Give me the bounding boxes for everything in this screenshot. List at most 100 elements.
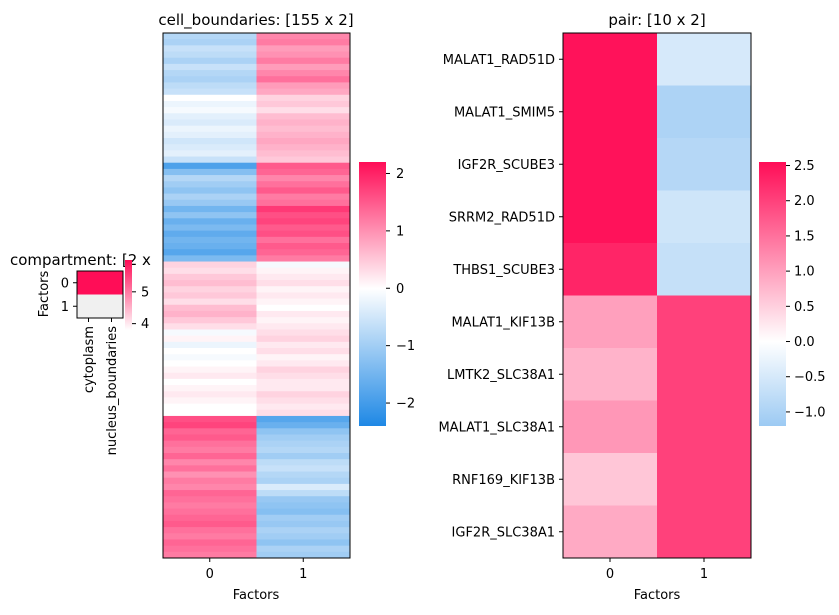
cell-boundaries-cell bbox=[256, 181, 351, 188]
cell-boundaries-cell bbox=[163, 483, 257, 491]
cell-boundaries-cell bbox=[163, 150, 257, 158]
pair-title: pair: [10 x 2] bbox=[608, 11, 705, 29]
cell-boundaries-cell bbox=[256, 45, 351, 53]
y-tick-label: MALAT1_SLC38A1 bbox=[438, 420, 555, 435]
cell-boundaries-cell bbox=[256, 249, 351, 256]
cell-boundaries-cell bbox=[163, 205, 257, 213]
cell-boundaries-cell bbox=[256, 397, 351, 405]
y-tick-label: SRRM2_RAD51D bbox=[449, 210, 555, 225]
cell-boundaries-cell bbox=[256, 409, 351, 417]
cell-boundaries-cell bbox=[163, 465, 257, 473]
cell-boundaries-cell bbox=[256, 193, 351, 201]
compartment-y-ticks: 01 bbox=[61, 276, 77, 315]
cell-boundaries-cell bbox=[256, 490, 351, 497]
y-tick-label: RNF169_KIF13B bbox=[452, 473, 555, 488]
cell-boundaries-cell bbox=[256, 366, 351, 374]
cell-boundaries-cell bbox=[256, 63, 351, 71]
cell-boundaries-cell bbox=[256, 175, 351, 182]
compartment-colorbar-bar bbox=[125, 260, 132, 330]
cell-boundaries-cell bbox=[256, 218, 351, 225]
cell-boundaries-cell bbox=[256, 471, 351, 479]
pair-cell bbox=[657, 190, 752, 244]
pair-cell bbox=[563, 348, 658, 401]
pair-cell bbox=[657, 33, 752, 86]
pair-cell bbox=[563, 138, 658, 191]
cell-boundaries-cell bbox=[163, 428, 257, 435]
cell-boundaries-cell bbox=[256, 422, 351, 429]
cell-boundaries-cell bbox=[256, 520, 351, 528]
cell-boundaries-cell bbox=[256, 138, 351, 145]
cell-boundaries-cell bbox=[163, 63, 257, 71]
cell-boundaries-cell bbox=[163, 273, 257, 281]
x-tick-label: 0 bbox=[206, 567, 214, 582]
compartment-x-ticks: cytoplasm nucleus_boundaries bbox=[82, 318, 120, 455]
cell-boundaries-cell bbox=[256, 82, 351, 90]
cell-boundaries-cell bbox=[163, 415, 257, 423]
cell-boundaries-cell bbox=[256, 440, 351, 448]
cell-boundaries-cell bbox=[256, 310, 351, 318]
cell-boundaries-cell bbox=[256, 483, 351, 491]
cell-boundaries-cells bbox=[163, 33, 351, 559]
colorbar-tick-label: 1 bbox=[396, 224, 404, 239]
cell-boundaries-cell bbox=[163, 212, 257, 219]
cell-boundaries-cell bbox=[163, 341, 257, 349]
cell-boundaries-cell bbox=[163, 471, 257, 479]
cell-boundaries-cell bbox=[256, 100, 351, 108]
cell-boundaries-cell bbox=[256, 243, 351, 250]
cell-boundaries-cell bbox=[256, 236, 351, 244]
cell-boundaries-cell bbox=[163, 378, 257, 386]
cell-boundaries-cell bbox=[256, 230, 351, 238]
colorbar-tick-label: 2.0 bbox=[794, 194, 815, 209]
cell-boundaries-cell bbox=[256, 261, 351, 269]
cell-boundaries-cell bbox=[163, 125, 257, 133]
pair-frame bbox=[562, 32, 752, 559]
cell-boundaries-cell bbox=[163, 335, 257, 343]
cell-boundaries-cell bbox=[163, 168, 257, 176]
cell-boundaries-cell bbox=[256, 144, 351, 151]
colorbar-tick-label: −1.0 bbox=[794, 405, 826, 420]
compartment-cell bbox=[77, 271, 101, 295]
pair-cell bbox=[563, 243, 658, 296]
pair-cell bbox=[657, 348, 752, 401]
x-tick-label: 1 bbox=[299, 567, 307, 582]
cell-boundaries-cell bbox=[163, 453, 257, 460]
cell-boundaries-cell bbox=[163, 459, 257, 466]
y-tick-label: IGF2R_SLC38A1 bbox=[452, 525, 555, 540]
cell-boundaries-cell bbox=[256, 280, 351, 287]
cell-boundaries-cell bbox=[163, 45, 257, 53]
cell-boundaries-cell bbox=[256, 415, 351, 423]
cell-boundaries-cell bbox=[163, 298, 257, 306]
cell-boundaries-cell bbox=[163, 514, 257, 522]
cell-boundaries-cell bbox=[256, 551, 351, 559]
cell-boundaries-cell bbox=[163, 391, 257, 398]
cell-boundaries-cell bbox=[256, 224, 351, 232]
cell-boundaries-cell bbox=[256, 57, 351, 65]
cell-boundaries-cell bbox=[163, 175, 257, 182]
cell-boundaries-cell bbox=[163, 70, 257, 77]
cell-boundaries-cell bbox=[256, 335, 351, 343]
cell-boundaries-xlabel: Factors bbox=[233, 588, 280, 603]
cell-boundaries-cell bbox=[163, 249, 257, 256]
cell-boundaries-title: cell_boundaries: [155 x 2] bbox=[158, 11, 353, 30]
cell-boundaries-cell bbox=[256, 199, 351, 207]
cell-boundaries-cell bbox=[256, 514, 351, 522]
cell-boundaries-cell bbox=[163, 113, 257, 120]
cell-boundaries-cell bbox=[163, 434, 257, 442]
y-tick-label: IGF2R_SCUBE3 bbox=[458, 158, 555, 173]
colorbar-tick-label: 0.5 bbox=[794, 300, 815, 315]
cell-boundaries-cell bbox=[256, 205, 351, 213]
cell-boundaries-cell bbox=[256, 113, 351, 120]
cell-boundaries-cell bbox=[163, 366, 257, 374]
compartment-heatmap: compartment: [2 x Factors 01 cytoplasm nu… bbox=[10, 251, 151, 455]
compartment-cell bbox=[100, 271, 124, 295]
cell-boundaries-cell bbox=[256, 292, 351, 300]
pair-cell bbox=[563, 505, 658, 559]
cell-boundaries-cell bbox=[256, 150, 351, 158]
cell-boundaries-cell bbox=[256, 317, 351, 324]
cell-boundaries-frame bbox=[162, 32, 351, 559]
cell-boundaries-cell bbox=[163, 533, 257, 540]
y-tick-label: MALAT1_SMIM5 bbox=[454, 105, 555, 120]
